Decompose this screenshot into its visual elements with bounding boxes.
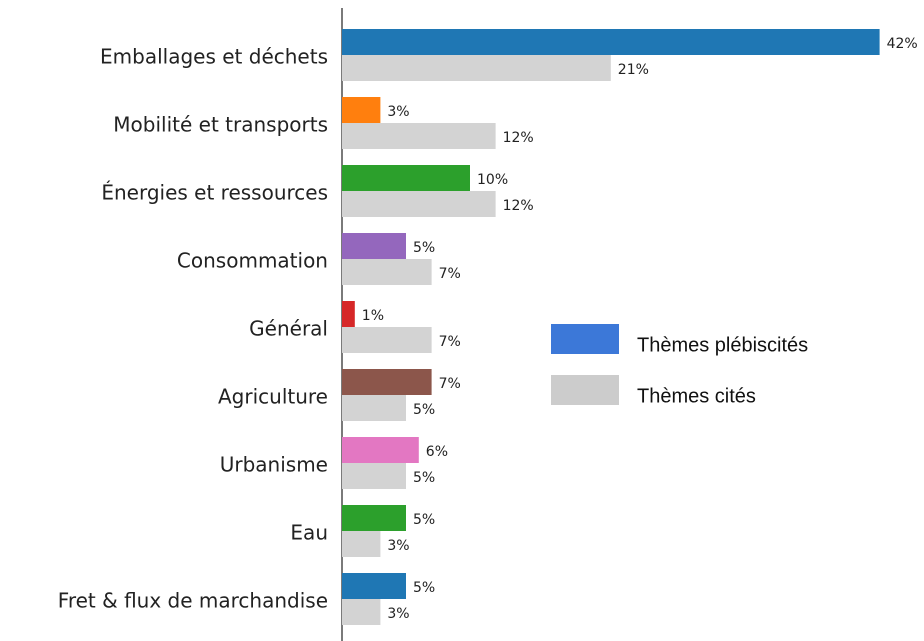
data-label: 42% xyxy=(887,36,918,52)
bar xyxy=(342,55,611,81)
legend-label: Thèmes cités xyxy=(637,385,756,407)
data-label: 7% xyxy=(439,376,461,392)
y-tick-label: Eau xyxy=(290,521,328,545)
y-tick-label: Urbanisme xyxy=(220,453,328,477)
bar xyxy=(342,191,496,217)
bar xyxy=(342,123,496,149)
data-label: 12% xyxy=(503,198,534,214)
bar xyxy=(342,327,432,353)
legend-label: Thèmes plébiscités xyxy=(637,334,808,356)
data-label: 12% xyxy=(503,130,534,146)
data-label: 1% xyxy=(362,308,384,324)
data-label: 3% xyxy=(387,606,409,622)
legend-swatch xyxy=(551,375,619,405)
y-tick-label: Énergies et ressources xyxy=(101,181,328,205)
legend-swatch xyxy=(551,324,619,354)
bar xyxy=(342,259,432,285)
bar xyxy=(342,369,432,395)
bar xyxy=(342,97,381,123)
y-tick-label: Mobilité et transports xyxy=(113,113,328,137)
y-tick-label: Général xyxy=(249,317,328,341)
data-label: 21% xyxy=(618,62,649,78)
bar xyxy=(342,395,406,421)
bar xyxy=(342,573,406,599)
data-label: 5% xyxy=(413,402,435,418)
data-label: 3% xyxy=(387,538,409,554)
y-tick-label: Agriculture xyxy=(218,385,328,409)
data-label: 5% xyxy=(413,580,435,596)
bar xyxy=(342,599,381,625)
data-label: 10% xyxy=(477,172,508,188)
data-label: 7% xyxy=(439,334,461,350)
data-label: 3% xyxy=(387,104,409,120)
data-label: 6% xyxy=(426,444,448,460)
y-tick-label: Fret & flux de marchandise xyxy=(58,589,328,613)
bar xyxy=(342,531,381,557)
bar xyxy=(342,463,406,489)
bar xyxy=(342,29,880,55)
bar xyxy=(342,301,355,327)
bar xyxy=(342,233,406,259)
y-tick-label: Emballages et déchets xyxy=(100,45,328,69)
y-tick-label: Consommation xyxy=(177,249,328,273)
bar xyxy=(342,437,419,463)
bar xyxy=(342,165,470,191)
bar xyxy=(342,505,406,531)
data-label: 7% xyxy=(439,266,461,282)
data-label: 5% xyxy=(413,240,435,256)
data-label: 5% xyxy=(413,470,435,486)
data-label: 5% xyxy=(413,512,435,528)
